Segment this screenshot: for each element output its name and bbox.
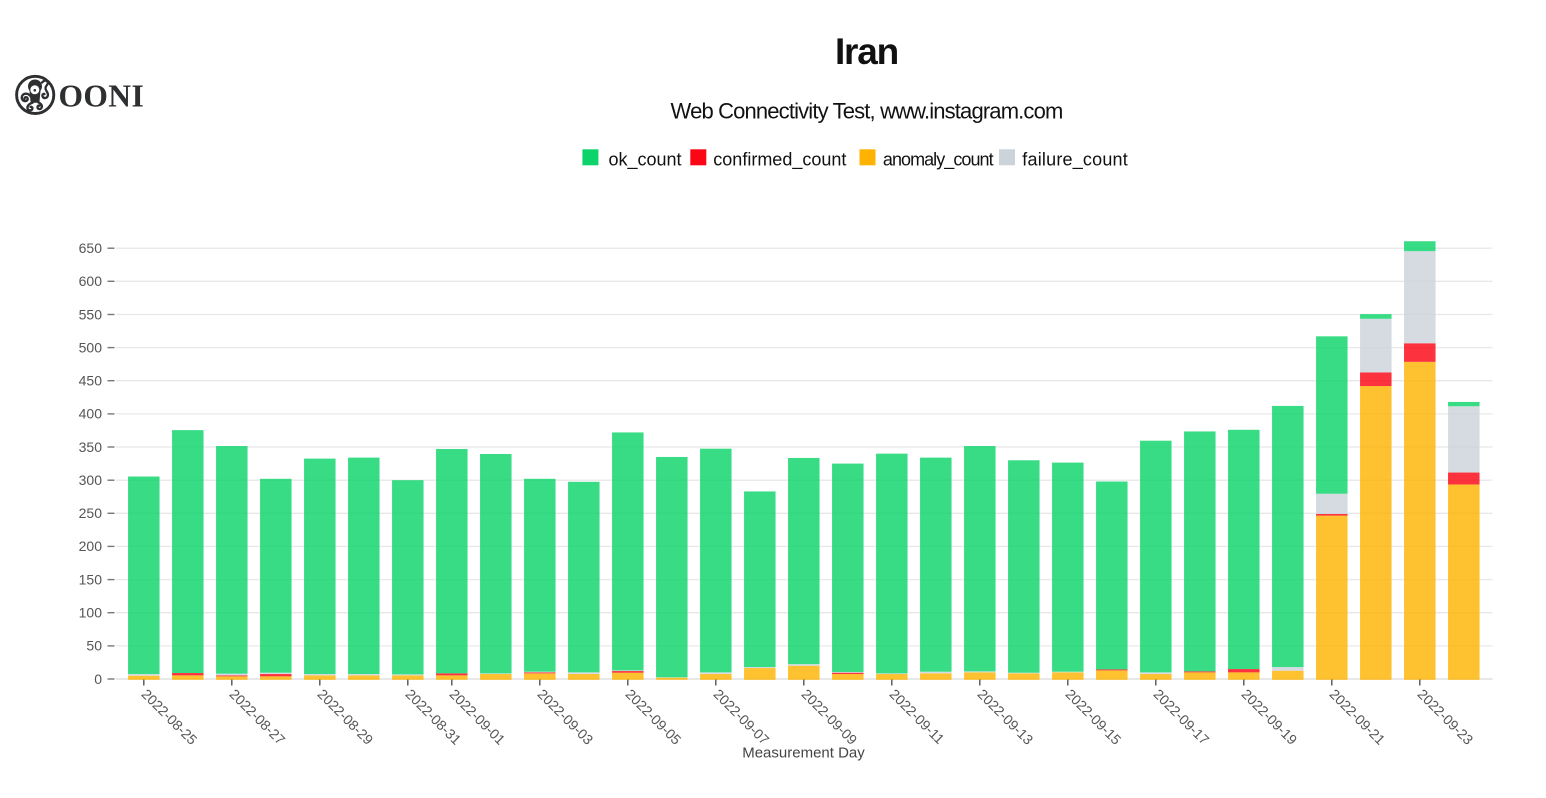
svg-text:200: 200 (79, 538, 103, 554)
svg-text:100: 100 (79, 605, 103, 621)
svg-text:450: 450 (79, 373, 103, 389)
svg-text:650: 650 (79, 240, 103, 256)
svg-text:Measurement Day: Measurement Day (742, 745, 865, 762)
svg-text:250: 250 (79, 505, 103, 521)
svg-text:400: 400 (79, 406, 103, 422)
svg-text:50: 50 (86, 638, 102, 654)
svg-text:300: 300 (79, 472, 103, 488)
svg-text:Web Connectivity Test, www.ins: Web Connectivity Test, www.instagram.com (671, 99, 1063, 124)
svg-text:500: 500 (79, 339, 103, 355)
svg-text:confirmed_count: confirmed_count (713, 149, 846, 170)
svg-text:550: 550 (79, 306, 103, 322)
svg-text:Iran: Iran (835, 31, 898, 72)
svg-text:failure_count: failure_count (1022, 149, 1128, 170)
svg-text:150: 150 (79, 571, 103, 587)
svg-text:0: 0 (94, 671, 102, 687)
svg-text:anomaly_count: anomaly_count (883, 149, 994, 170)
svg-text:350: 350 (79, 439, 103, 455)
svg-text:OONI: OONI (59, 79, 145, 114)
svg-text:600: 600 (79, 273, 103, 289)
svg-text:ok_count: ok_count (609, 149, 682, 170)
